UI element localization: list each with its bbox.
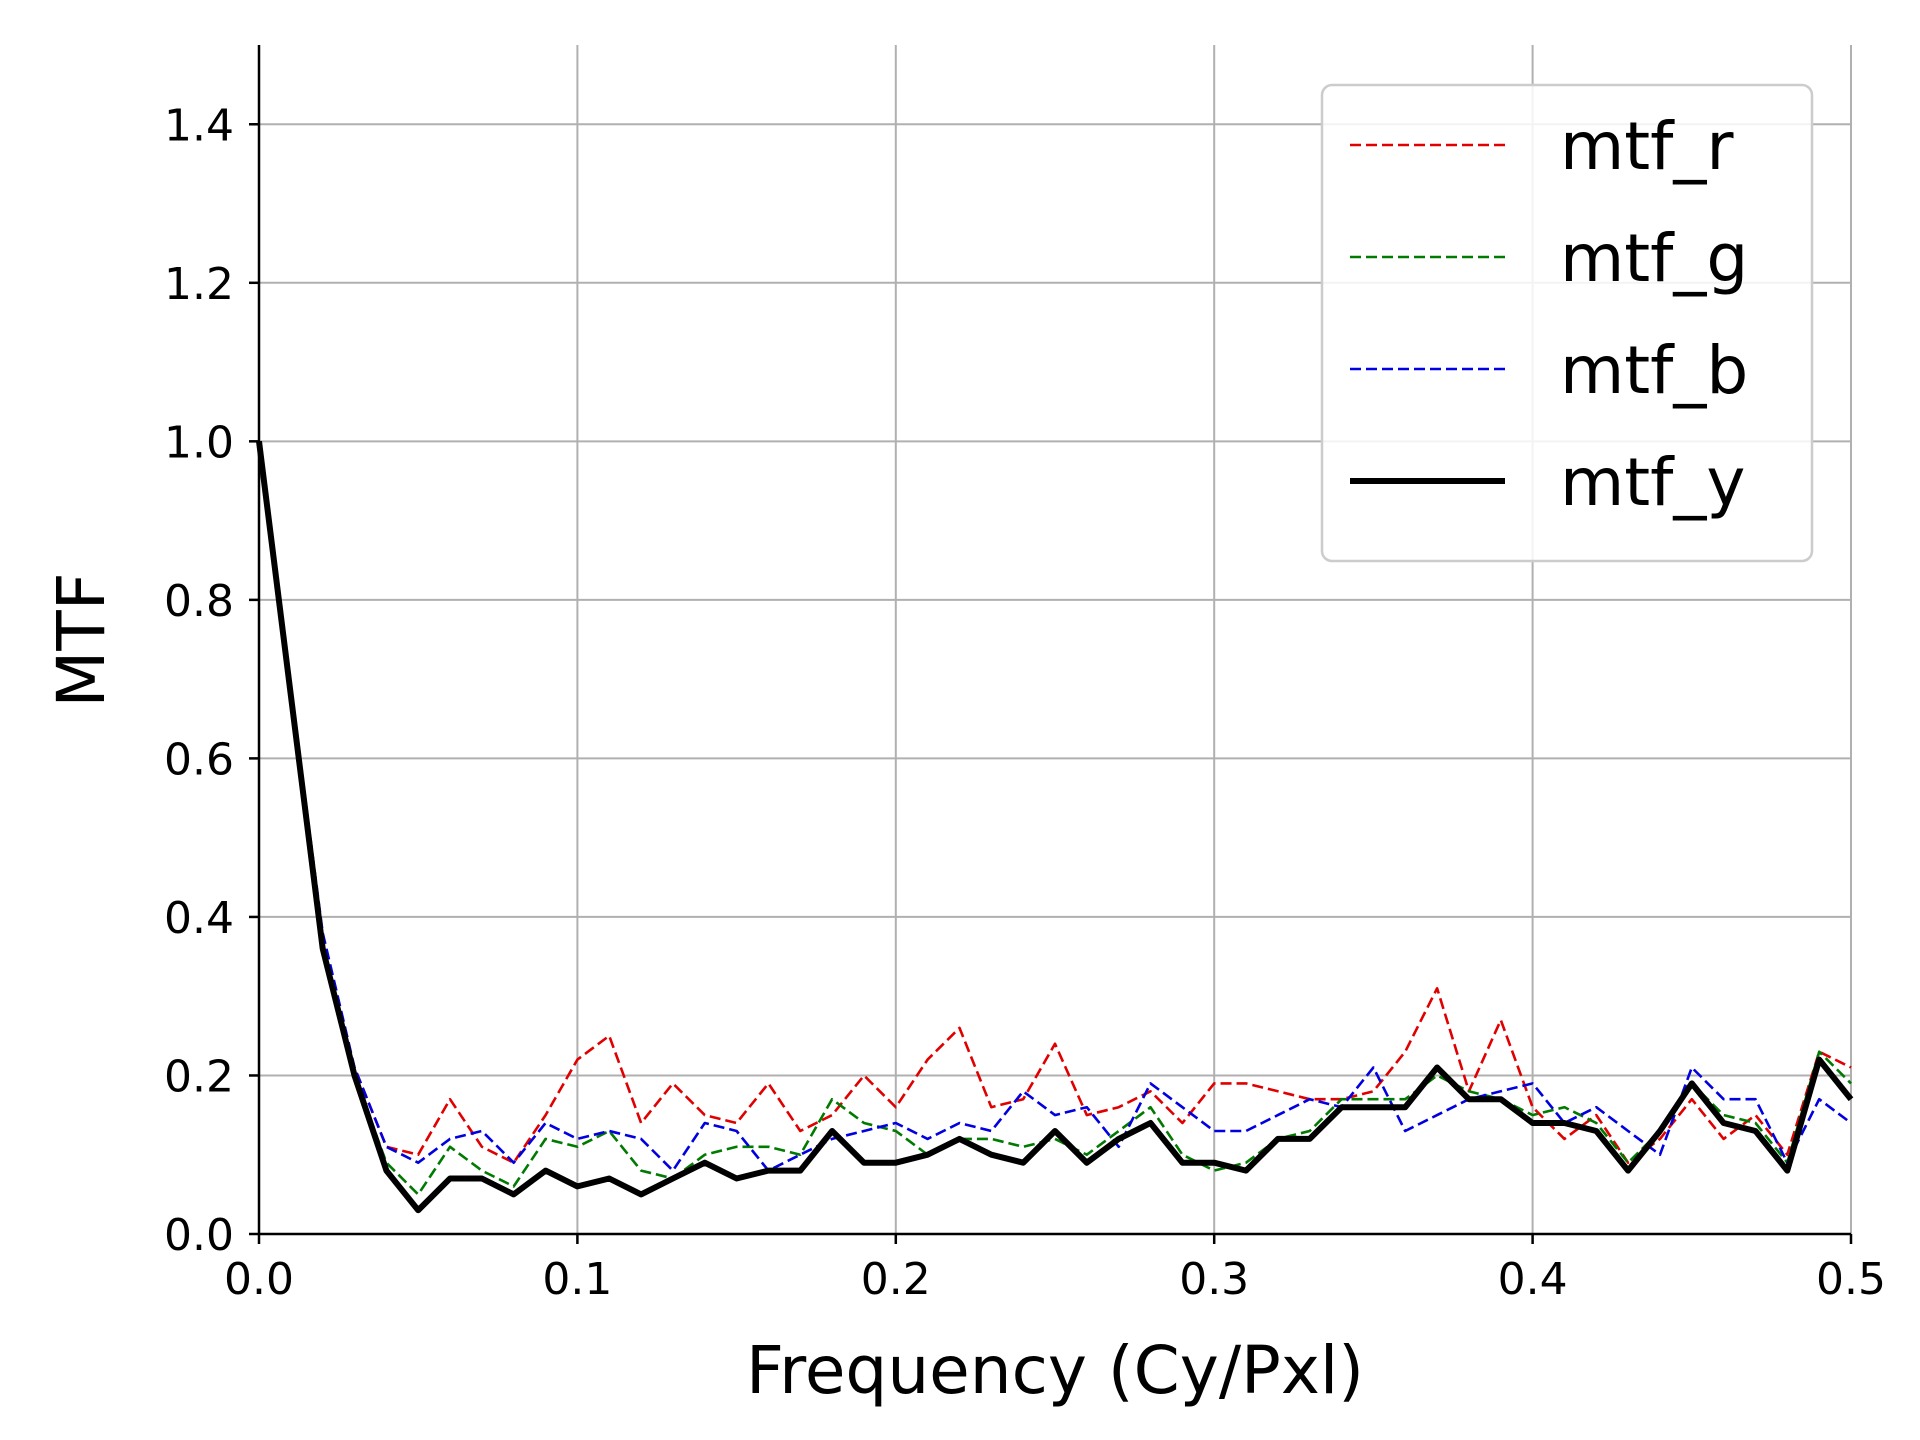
x-tick-label: 0.2 <box>861 1254 931 1305</box>
y-tick-label: 0.6 <box>164 734 234 785</box>
legend-label-mtf-g: mtf_g <box>1560 220 1748 297</box>
y-tick-label: 0.4 <box>164 893 234 944</box>
legend-label-mtf-y: mtf_y <box>1560 444 1745 521</box>
y-tick-label: 1.0 <box>164 417 234 468</box>
series-lines <box>256 440 1854 1214</box>
y-tick-label: 1.2 <box>164 259 234 310</box>
series-line-mtf-y <box>256 440 1854 1214</box>
x-tick-label: 0.3 <box>1179 1254 1249 1305</box>
y-tick-label: 0.0 <box>164 1210 234 1261</box>
series-line-mtf-r <box>257 441 1852 1164</box>
x-tick-label: 0.1 <box>542 1254 612 1305</box>
x-tick-label: 0.5 <box>1816 1254 1886 1305</box>
x-tick-label: 0.4 <box>1498 1254 1568 1305</box>
series-line-mtf-b <box>257 441 1852 1172</box>
y-tick-label: 1.4 <box>164 100 234 151</box>
axes <box>257 45 1851 1236</box>
legend-label-mtf-b: mtf_b <box>1560 332 1748 409</box>
x-axis-title: Frequency (Cy/Pxl) <box>746 1332 1364 1409</box>
tick-labels: 0.0 0.1 0.2 0.3 0.4 0.5 0.0 0.2 0.4 0.6 0.8 1.0 1.2 1… <box>164 100 1886 1305</box>
legend: mtf_r mtf_g mtf_b mtf_y <box>1320 83 1814 563</box>
y-axis-title: MTF <box>43 572 120 707</box>
y-tick-label: 0.2 <box>164 1051 234 1102</box>
y-tick-label: 0.8 <box>164 576 234 627</box>
x-tick-label: 0.0 <box>224 1254 294 1305</box>
series-line-mtf-g <box>257 441 1852 1196</box>
legend-box <box>1320 83 1814 563</box>
legend-label-mtf-r: mtf_r <box>1560 108 1734 185</box>
